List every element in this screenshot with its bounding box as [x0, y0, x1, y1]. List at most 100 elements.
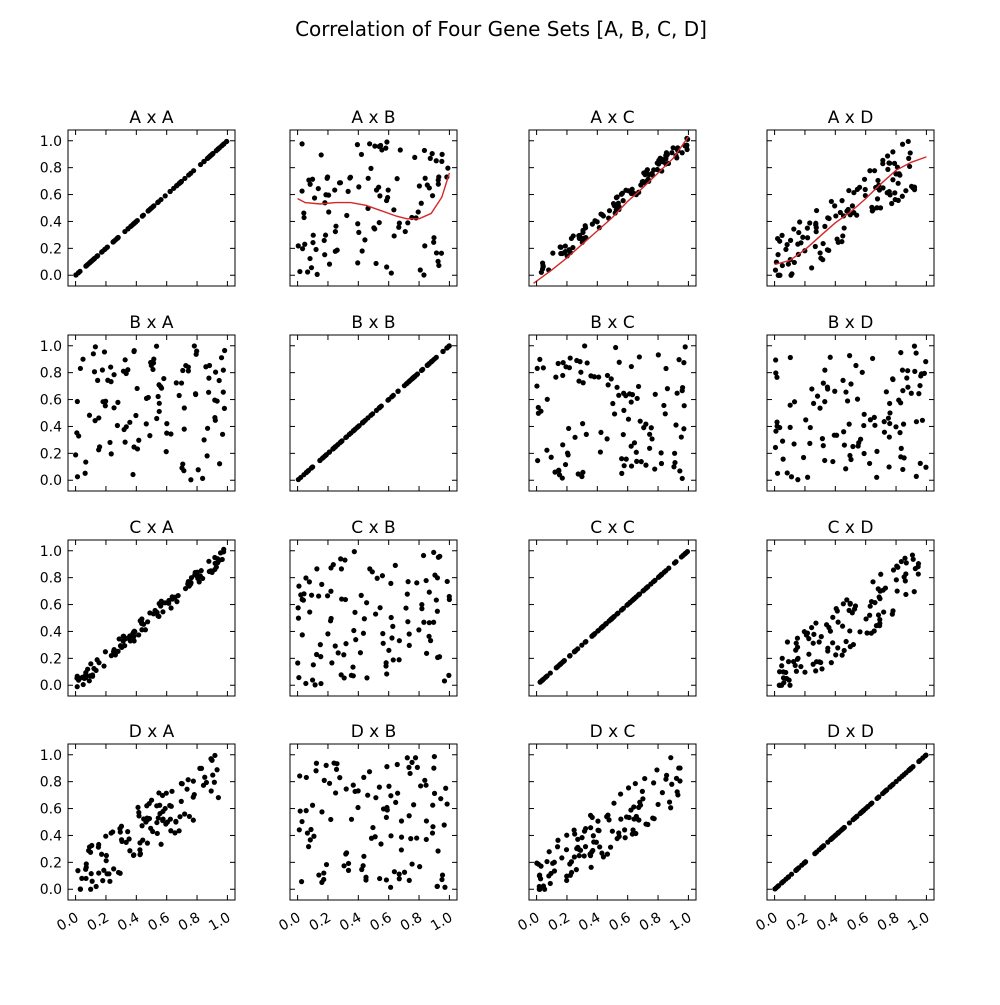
data-point	[588, 864, 594, 870]
data-point	[430, 824, 436, 830]
data-point	[345, 867, 352, 873]
data-point	[215, 794, 221, 801]
data-point	[871, 414, 877, 420]
data-point	[628, 363, 634, 370]
data-point	[431, 549, 437, 556]
data-point	[421, 619, 427, 625]
data-point	[332, 187, 338, 193]
data-point	[158, 385, 165, 391]
fit-curve	[774, 156, 927, 266]
data-point	[85, 666, 91, 672]
data-point	[125, 829, 131, 835]
panel-b-x-a: B x A 0.0 0.2 0.4 0.6 0.8 1.0	[40, 313, 236, 492]
data-point	[886, 434, 892, 440]
data-point	[392, 562, 398, 568]
data-point	[155, 199, 161, 205]
data-point	[311, 195, 318, 201]
data-point	[439, 872, 446, 878]
data-point	[559, 855, 565, 861]
data-point	[422, 777, 428, 783]
data-point	[388, 833, 394, 839]
data-point	[582, 844, 589, 850]
data-point	[202, 774, 208, 780]
data-point	[384, 139, 390, 145]
data-point	[431, 239, 437, 245]
data-point	[306, 579, 312, 585]
data-point	[674, 155, 680, 161]
data-point	[152, 607, 158, 614]
data-point	[583, 431, 589, 437]
axes-frame	[67, 334, 236, 492]
data-point	[875, 794, 882, 800]
data-point	[795, 477, 801, 483]
data-point	[384, 807, 390, 813]
panel-title: C x C	[590, 518, 635, 538]
axes-frame	[528, 743, 697, 901]
data-point	[809, 265, 815, 271]
data-point	[87, 673, 93, 679]
data-point	[633, 830, 639, 837]
data-point	[122, 439, 128, 445]
data-point	[201, 437, 207, 443]
data-point	[203, 364, 209, 370]
data-point	[333, 766, 340, 772]
points-c-x-d	[776, 552, 922, 688]
data-point	[74, 474, 81, 480]
data-point	[216, 145, 223, 151]
data-point	[804, 235, 811, 241]
data-point	[885, 166, 891, 172]
data-point	[628, 399, 634, 405]
data-point	[397, 147, 403, 153]
data-point	[318, 654, 324, 660]
data-point	[677, 468, 683, 474]
data-point	[423, 818, 430, 824]
data-point	[181, 426, 187, 432]
data-point	[212, 369, 219, 375]
data-point	[777, 272, 783, 278]
data-point	[299, 632, 305, 638]
data-point	[663, 156, 669, 162]
data-point	[198, 765, 205, 771]
data-point	[208, 788, 214, 794]
data-point	[834, 608, 840, 614]
data-point	[608, 376, 614, 382]
data-point	[923, 464, 929, 470]
data-point	[661, 402, 667, 409]
data-point	[302, 241, 308, 247]
data-point	[345, 860, 352, 867]
data-point	[679, 475, 685, 482]
data-point	[111, 647, 117, 653]
data-point	[835, 619, 841, 625]
data-point	[160, 817, 166, 824]
data-point	[88, 871, 94, 877]
data-point	[137, 851, 144, 857]
data-point	[604, 436, 610, 442]
data-point	[409, 861, 415, 867]
data-point	[805, 474, 811, 480]
data-point	[633, 449, 639, 455]
data-point	[209, 757, 215, 763]
data-point	[103, 852, 109, 859]
data-point	[909, 552, 916, 558]
data-point	[818, 845, 825, 851]
data-point	[125, 226, 131, 232]
x-tick-label: 0.0	[753, 910, 780, 935]
data-point	[859, 369, 865, 375]
data-point	[565, 452, 571, 458]
data-point	[192, 572, 198, 578]
data-point	[150, 360, 157, 366]
data-point	[647, 431, 653, 437]
data-point	[784, 242, 790, 248]
data-point	[176, 392, 182, 399]
data-point	[785, 659, 792, 665]
data-point	[560, 372, 566, 379]
data-point	[800, 234, 806, 240]
y-tick-label: 0.2	[40, 855, 62, 871]
data-point	[372, 143, 378, 149]
data-point	[307, 255, 313, 262]
data-point	[107, 878, 113, 884]
data-point	[100, 878, 106, 884]
data-point	[898, 349, 904, 356]
x-tick-label: 0.4	[337, 910, 364, 935]
data-point	[835, 645, 841, 651]
